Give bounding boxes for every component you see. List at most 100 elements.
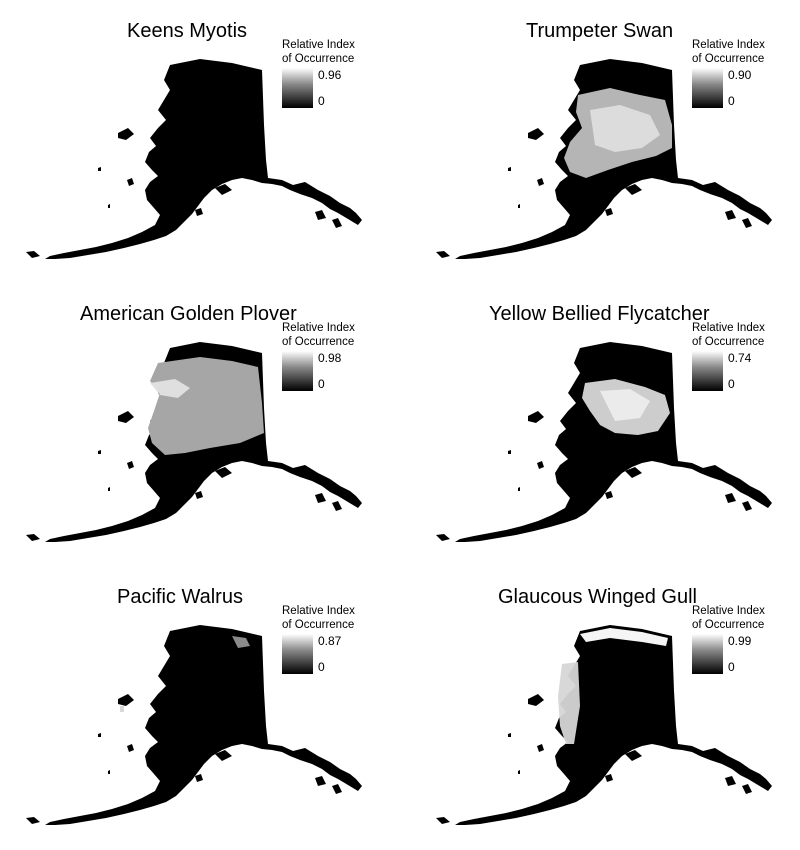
island [127, 178, 134, 186]
island [108, 770, 110, 774]
island [127, 461, 134, 469]
island [98, 167, 101, 171]
occurrence-area [232, 636, 250, 648]
legend-min-label: 0 [728, 94, 735, 108]
island [215, 467, 232, 478]
alaska-mainland [45, 625, 362, 825]
legend-title-line2: of Occurrence [282, 619, 355, 631]
occurrence-area [558, 662, 580, 744]
panel-american-golden-plover: American Golden Plover Relative Index of… [0, 283, 400, 566]
island [26, 251, 40, 258]
island [625, 750, 642, 761]
island [605, 774, 613, 782]
island [195, 774, 203, 782]
panel-pacific-walrus: Pacific Walrus Relative Index of Occurre… [0, 566, 400, 849]
legend-min-label: 0 [728, 377, 735, 391]
occurrence-area [580, 628, 668, 646]
island [436, 534, 450, 541]
island [436, 817, 450, 824]
island [725, 493, 736, 503]
island [118, 694, 134, 706]
legend-title-line1: Relative Index [282, 605, 355, 617]
island [315, 493, 326, 503]
panel-title: Keens Myotis [127, 20, 248, 42]
island [508, 733, 511, 737]
alaska-map [26, 625, 362, 825]
island [742, 784, 752, 794]
island [528, 128, 544, 140]
panel-title: Pacific Walrus [117, 586, 243, 608]
island [625, 184, 642, 195]
island [118, 411, 134, 423]
island [725, 210, 736, 220]
island [528, 694, 544, 706]
legend-title-line1: Relative Index [282, 322, 355, 334]
alaska-map [26, 59, 362, 259]
legend-color-ramp [692, 351, 723, 391]
island [26, 817, 40, 824]
island [332, 218, 342, 228]
island [518, 487, 520, 491]
island [108, 204, 110, 208]
island [508, 167, 511, 171]
alaska-mainland [45, 59, 362, 259]
occurrence-area [590, 105, 660, 152]
legend-title-line2: of Occurrence [692, 53, 765, 65]
legend-color-ramp [282, 68, 313, 108]
legend-max-label: 0.90 [728, 68, 752, 82]
legend-max-label: 0.87 [318, 634, 342, 648]
legend: Relative Index of Occurrence 0.90 0 [692, 38, 800, 108]
island [518, 770, 520, 774]
legend-title-line2: of Occurrence [692, 619, 765, 631]
island [195, 208, 203, 216]
panel-yellow-bellied-flycatcher: Yellow Bellied Flycatcher Relative Index… [410, 283, 800, 566]
legend-title-line2: of Occurrence [692, 336, 765, 348]
island [98, 450, 101, 454]
occurrence-area [120, 706, 124, 712]
legend-min-label: 0 [318, 94, 325, 108]
legend-color-ramp [692, 634, 723, 674]
alaska-map [436, 625, 772, 825]
island [605, 491, 613, 499]
panel-title: Trumpeter Swan [526, 20, 674, 42]
legend-max-label: 0.99 [728, 634, 752, 648]
island [742, 218, 752, 228]
legend-title-line1: Relative Index [692, 605, 765, 617]
legend-min-label: 0 [318, 660, 325, 674]
alaska-map [26, 342, 362, 542]
panel-trumpeter-swan: Trumpeter Swan Relative Index of Occurre… [410, 0, 800, 283]
legend-title-line1: Relative Index [692, 39, 765, 51]
island [537, 178, 544, 186]
island [725, 776, 736, 786]
island [118, 128, 134, 140]
legend-color-ramp [692, 68, 723, 108]
island [127, 744, 134, 752]
legend-title-line2: of Occurrence [282, 336, 355, 348]
panel-keens-myotis: Keens Myotis Relative Index of Occurrenc… [0, 0, 400, 283]
island [528, 411, 544, 423]
occurrence-area [600, 389, 650, 421]
island [215, 184, 232, 195]
island [332, 784, 342, 794]
island [98, 733, 101, 737]
legend-title-line1: Relative Index [282, 39, 355, 51]
alaska-map [436, 342, 772, 542]
island [26, 534, 40, 541]
legend: Relative Index of Occurrence 0.74 0 [692, 321, 800, 391]
island [315, 210, 326, 220]
alaska-mainland [455, 342, 772, 542]
island [625, 467, 642, 478]
island [215, 750, 232, 761]
legend: Relative Index of Occurrence 0.87 0 [282, 604, 392, 674]
island [315, 776, 326, 786]
occurrence-area [150, 379, 190, 398]
panel-title: Yellow Bellied Flycatcher [489, 303, 710, 325]
island [605, 208, 613, 216]
legend-title-line2: of Occurrence [282, 53, 355, 65]
legend-title-line1: Relative Index [692, 322, 765, 334]
legend-max-label: 0.98 [318, 351, 342, 365]
island [537, 461, 544, 469]
legend-min-label: 0 [318, 377, 325, 391]
alaska-mainland [455, 625, 772, 825]
